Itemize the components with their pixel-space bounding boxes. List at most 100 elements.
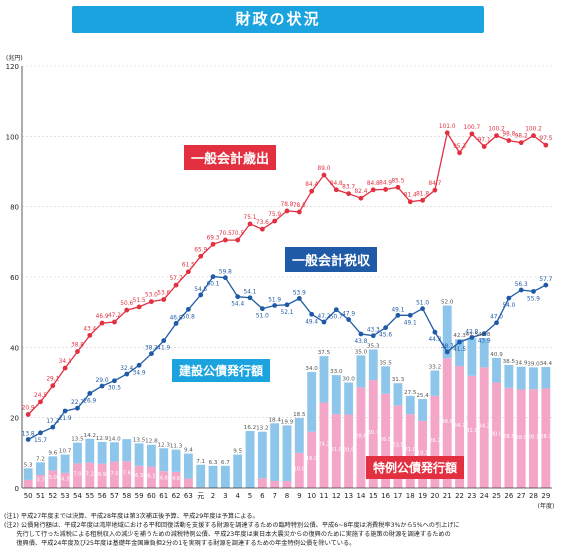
bar-total-label: 38.5 (503, 359, 516, 365)
bar-total-label: 7.1 (196, 459, 205, 465)
bar-construction (368, 349, 378, 381)
point-tax (149, 351, 154, 357)
point-tax (87, 391, 93, 396)
label-tax: 49.4 (305, 319, 318, 325)
bar-special (282, 480, 292, 488)
label-expenditure: 53.0 (145, 293, 158, 299)
label-expenditure: 50.6 (120, 301, 133, 307)
bar-construction (97, 441, 107, 464)
bar-total-label: 9.6 (48, 450, 57, 456)
point-tax (309, 311, 315, 317)
label-expenditure: 73.6 (256, 220, 269, 226)
bar-construction (307, 371, 317, 432)
label-tax: 29.0 (96, 378, 109, 384)
x-tick-label: 8 (285, 492, 289, 500)
point-tax (358, 331, 364, 337)
bar-special (541, 388, 551, 488)
bar-special (146, 466, 156, 488)
point-expenditure (309, 188, 315, 194)
bar-special-label: 7.6 (123, 471, 131, 477)
label-tax: 44.3 (428, 337, 441, 343)
label-tax: 55.9 (527, 296, 540, 302)
label-tax: 51.0 (416, 301, 429, 307)
label-expenditure: 70.5 (219, 231, 232, 237)
point-expenditure (481, 144, 487, 149)
y-tick-label: 80 (10, 204, 19, 212)
point-tax (370, 333, 376, 339)
point-expenditure (383, 187, 389, 192)
bar-construction (541, 367, 551, 389)
point-tax (432, 329, 438, 335)
label-tax: 54.1 (244, 290, 257, 296)
bar-total-label: 11.3 (170, 444, 183, 450)
bar-special (171, 471, 181, 488)
bar-special-label: 26.8 (380, 437, 392, 443)
point-tax (62, 408, 68, 414)
label-tax: 59.8 (219, 270, 232, 276)
bar-special (430, 395, 440, 488)
finance-chart: 5.37.23.79.65.010.74.313.57.014.27.212.9… (6, 54, 555, 510)
bar-special-label: 4.6 (172, 476, 180, 482)
point-tax (25, 437, 31, 442)
bar-total-label: 12.9 (96, 436, 109, 442)
bar-special (467, 375, 477, 488)
bar-special (60, 472, 70, 488)
label-tax: 15.7 (34, 438, 47, 444)
y-tick-label: 120 (6, 63, 19, 71)
bar-special-label: 24.3 (318, 441, 330, 447)
point-expenditure (494, 133, 499, 139)
point-expenditure (272, 218, 278, 224)
bar-special (110, 461, 119, 488)
bar-special (368, 380, 378, 488)
bar-total-label: 34.9 (515, 361, 528, 367)
bar-construction (196, 464, 206, 488)
point-tax (161, 338, 167, 344)
bar-special (504, 387, 514, 488)
x-tick-label: 4 (235, 492, 240, 500)
point-tax (75, 405, 80, 411)
x-tick-label: 24 (480, 492, 489, 500)
legend-tax: 一般会計税収 (285, 247, 378, 272)
label-expenditure: 97.5 (539, 136, 552, 142)
x-tick-label: 55 (85, 492, 94, 500)
x-tick-label: 58 (122, 492, 131, 500)
label-tax: 54.4 (231, 302, 244, 308)
point-expenditure (432, 187, 438, 193)
bar-special-label: 28.0 (515, 435, 527, 441)
x-tick-label: 11 (320, 492, 329, 500)
point-tax (494, 320, 499, 326)
x-tick-label: 25 (492, 492, 501, 500)
bar-special (97, 463, 107, 488)
bar-construction (418, 399, 428, 421)
bar-total-label: 25.4 (416, 393, 429, 399)
x-tick-label: 10 (307, 492, 316, 500)
label-tax: 13.8 (22, 431, 35, 437)
label-tax: 32.4 (120, 366, 133, 372)
label-tax: 43.3 (367, 328, 380, 334)
bar-total-label: 34.0 (305, 366, 318, 372)
point-expenditure (161, 297, 167, 302)
point-expenditure (62, 365, 68, 371)
point-tax (210, 274, 216, 280)
point-expenditure (333, 187, 339, 193)
label-tax: 60.1 (207, 282, 220, 288)
point-expenditure (235, 237, 241, 243)
label-expenditure: 85.5 (391, 178, 404, 184)
bar-construction (208, 465, 218, 488)
label-expenditure: 24.5 (34, 393, 47, 399)
point-expenditure (149, 299, 154, 305)
x-tick-label: 3 (223, 492, 227, 500)
label-expenditure: 84.8 (367, 181, 380, 187)
point-tax (543, 282, 549, 288)
bar-construction (492, 357, 501, 383)
x-tick-label: 6 (260, 492, 265, 500)
bar-special (85, 462, 95, 488)
label-expenditure: 100.2 (488, 127, 505, 133)
bar-construction (405, 395, 415, 415)
bar-total-label: 40.9 (490, 352, 503, 358)
point-expenditure (75, 349, 80, 354)
bar-construction (220, 465, 230, 488)
bar-special-label: 3.7 (36, 477, 44, 483)
x-tick-label: 62 (172, 492, 181, 500)
point-expenditure (222, 237, 228, 243)
